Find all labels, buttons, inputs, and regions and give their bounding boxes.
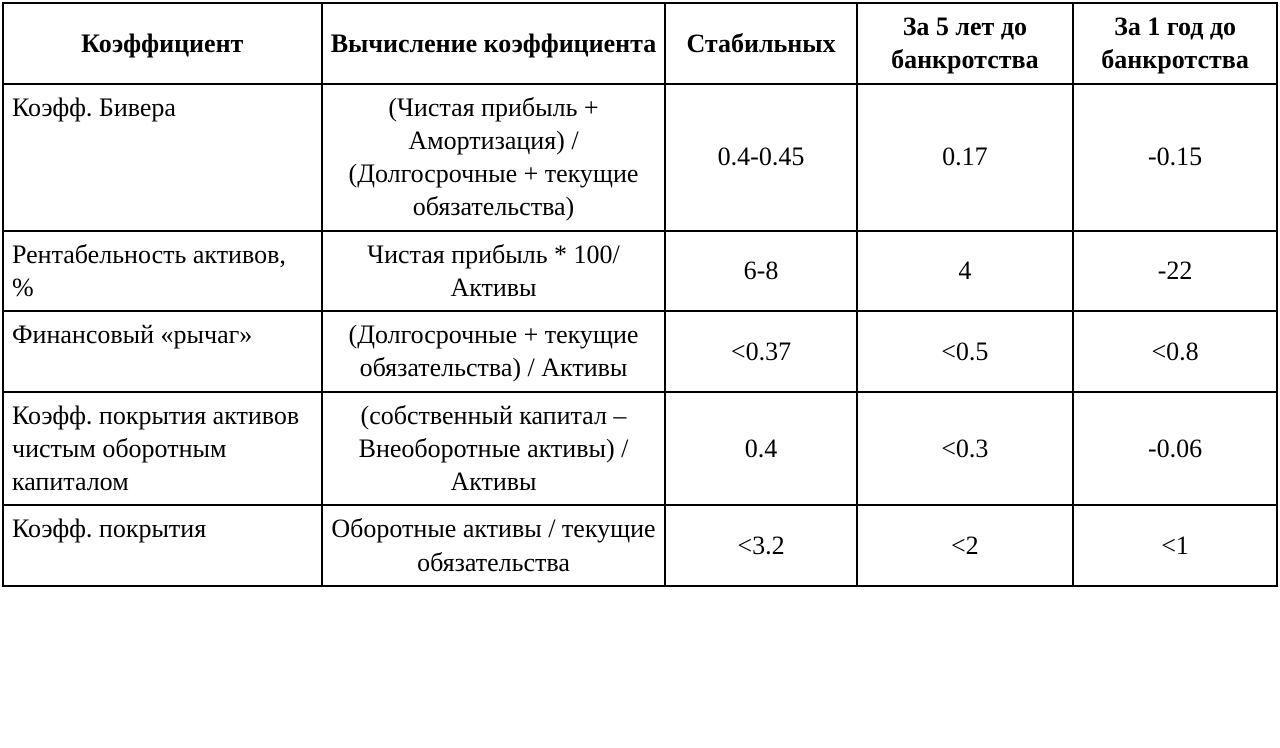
table-row: Финансовый «рычаг» (Долгосрочные + текущ… <box>3 311 1277 392</box>
cell-stable: <0.37 <box>665 311 856 392</box>
cell-5y: 4 <box>857 231 1074 312</box>
header-coef: Коэффициент <box>3 3 322 84</box>
cell-calc: (Чистая прибыль + Амортизация) / (Долгос… <box>322 84 666 231</box>
cell-coef: Коэфф. покрытия активов чистым оборотным… <box>3 392 322 506</box>
cell-1y: -22 <box>1073 231 1277 312</box>
cell-calc: (собственный капитал – Внеоборотные акти… <box>322 392 666 506</box>
cell-5y: 0.17 <box>857 84 1074 231</box>
cell-5y: <0.5 <box>857 311 1074 392</box>
cell-calc: (Долгосрочные + текущие обязательства) /… <box>322 311 666 392</box>
header-1year: За 1 год до банкротства <box>1073 3 1277 84</box>
cell-coef: Коэфф. Бивера <box>3 84 322 231</box>
header-stable: Стабильных <box>665 3 856 84</box>
cell-calc: Оборотные активы / текущие обязательства <box>322 505 666 586</box>
cell-coef: Финансовый «рычаг» <box>3 311 322 392</box>
cell-coef: Коэфф. покрытия <box>3 505 322 586</box>
cell-stable: 0.4-0.45 <box>665 84 856 231</box>
cell-1y: <0.8 <box>1073 311 1277 392</box>
header-calc: Вычисление коэффициента <box>322 3 666 84</box>
table-row: Коэфф. Бивера (Чистая прибыль + Амортиза… <box>3 84 1277 231</box>
table-row: Коэфф. покрытия Оборотные активы / текущ… <box>3 505 1277 586</box>
table-header-row: Коэффициент Вычисление коэффициента Стаб… <box>3 3 1277 84</box>
cell-1y: <1 <box>1073 505 1277 586</box>
cell-stable: <3.2 <box>665 505 856 586</box>
cell-5y: <2 <box>857 505 1074 586</box>
cell-5y: <0.3 <box>857 392 1074 506</box>
cell-calc: Чистая прибыль * 100/ Активы <box>322 231 666 312</box>
cell-1y: -0.06 <box>1073 392 1277 506</box>
table-row: Коэфф. покрытия активов чистым оборотным… <box>3 392 1277 506</box>
cell-stable: 0.4 <box>665 392 856 506</box>
coefficients-table: Коэффициент Вычисление коэффициента Стаб… <box>2 2 1278 587</box>
cell-stable: 6-8 <box>665 231 856 312</box>
header-5years: За 5 лет до банкротства <box>857 3 1074 84</box>
cell-1y: -0.15 <box>1073 84 1277 231</box>
cell-coef: Рентабельность активов, % <box>3 231 322 312</box>
table-row: Рентабельность активов, % Чистая прибыль… <box>3 231 1277 312</box>
